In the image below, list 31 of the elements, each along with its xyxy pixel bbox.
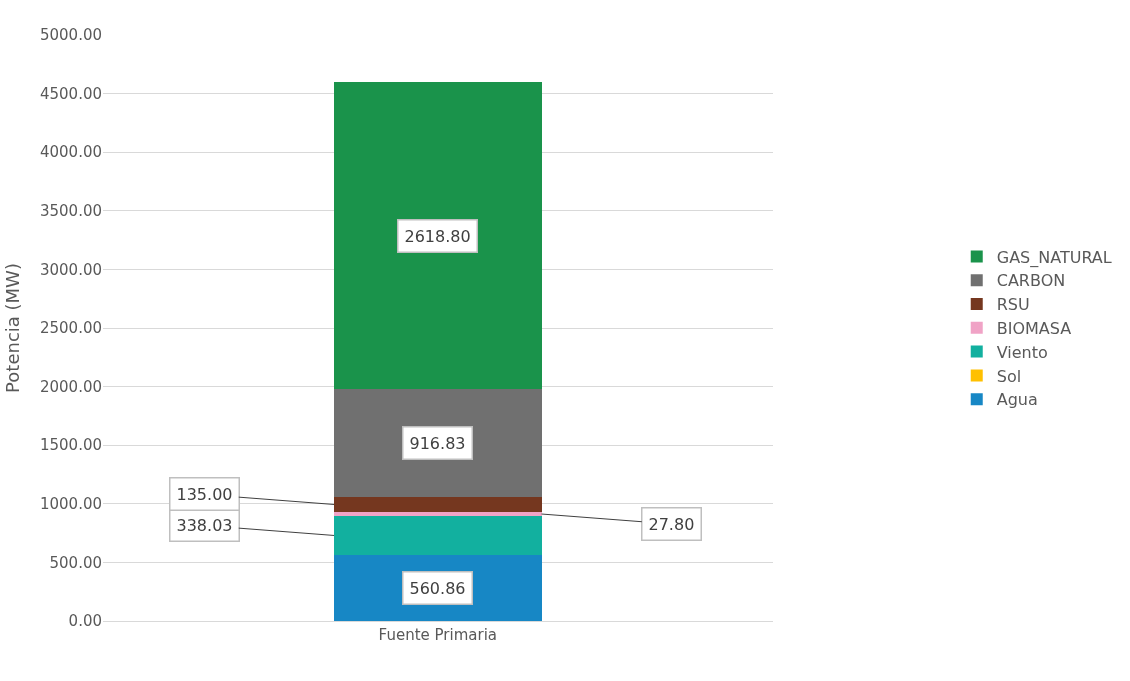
data-label: 916.83 xyxy=(409,433,466,453)
bar xyxy=(334,389,542,497)
data-label: 338.03 xyxy=(176,515,233,535)
legend-label: Sol xyxy=(996,366,1022,386)
y-axis-title: Potencia (MW) xyxy=(2,263,24,393)
y-tick-label: 500.00 xyxy=(49,553,102,572)
y-tick-label: 2000.00 xyxy=(39,377,102,396)
data-label: 560.86 xyxy=(409,578,466,598)
bar xyxy=(334,82,542,390)
data-label: 2618.80 xyxy=(404,226,471,246)
y-tick-label: 5000.00 xyxy=(39,26,102,45)
y-tick-label: 2500.00 xyxy=(39,319,102,338)
legend-label: Agua xyxy=(996,390,1038,410)
legend-label: Viento xyxy=(996,342,1048,362)
y-tick-label: 4000.00 xyxy=(39,143,102,162)
legend-label: CARBON xyxy=(996,271,1066,291)
x-tick-label: Fuente Primaria xyxy=(378,626,497,644)
y-tick-label: 0.00 xyxy=(68,612,102,631)
y-tick-label: 4500.00 xyxy=(39,84,102,103)
y-tick-label: 3500.00 xyxy=(39,202,102,221)
bar xyxy=(334,496,542,513)
bar xyxy=(334,512,542,516)
legend-label: RSU xyxy=(996,295,1030,315)
y-tick-label: 3000.00 xyxy=(39,260,102,279)
y-tick-label: 1000.00 xyxy=(39,495,102,514)
bar xyxy=(334,515,542,556)
y-tick-label: 1500.00 xyxy=(39,436,102,455)
data-label: 27.80 xyxy=(648,514,695,534)
data-label: 135.00 xyxy=(176,484,233,504)
legend-label: BIOMASA xyxy=(996,319,1072,339)
legend-label: GAS_NATURAL xyxy=(996,247,1112,268)
